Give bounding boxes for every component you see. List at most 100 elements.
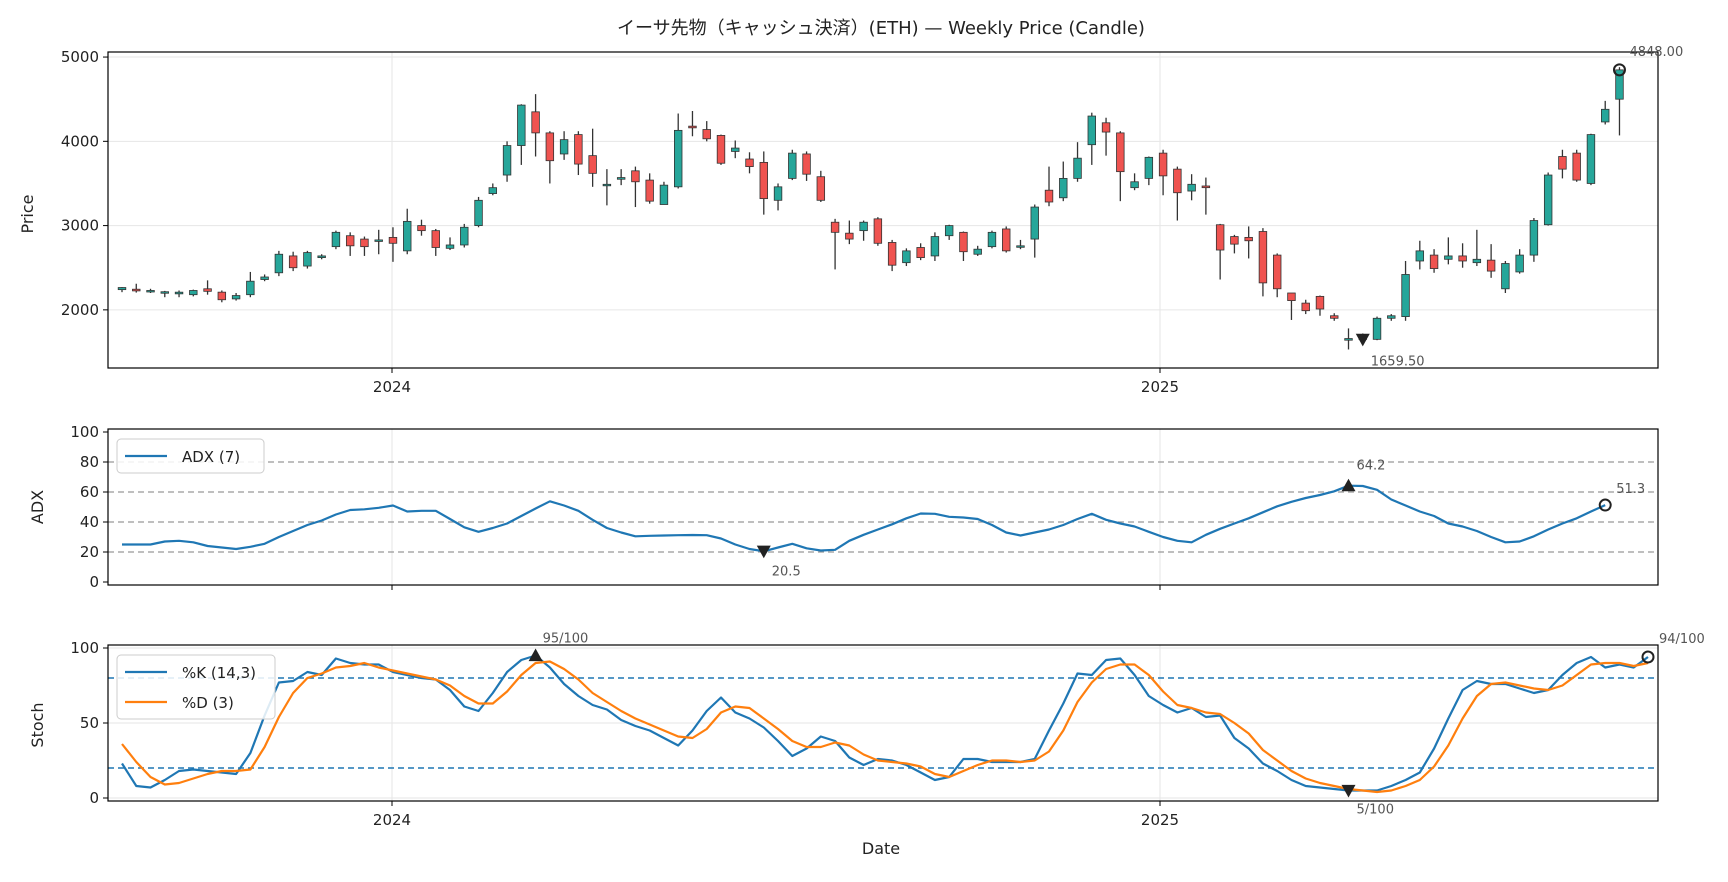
candle-body-7 <box>218 292 226 300</box>
candle-body-11 <box>275 254 283 273</box>
candle-body-16 <box>346 236 354 246</box>
candle-body-5 <box>190 290 198 294</box>
adx-ytick-label-0: 0 <box>89 573 99 591</box>
candle-body-25 <box>475 200 483 225</box>
candle-body-69 <box>1102 123 1110 132</box>
candle-body-30 <box>546 133 554 161</box>
stoch-legend-label-k: %K (14,3) <box>182 664 256 682</box>
adx-line <box>122 486 1605 552</box>
price-ytick-label-0: 2000 <box>61 301 99 319</box>
candle-body-78 <box>1231 237 1239 245</box>
x-axis-label: Date <box>862 839 900 858</box>
adx-min-annotation: 20.5 <box>772 564 801 579</box>
candle-body-29 <box>532 112 540 133</box>
candle-body-20 <box>403 221 411 250</box>
candle-body-41 <box>703 130 711 139</box>
candle-body-15 <box>332 232 340 246</box>
candle-body-53 <box>874 219 882 243</box>
candle-body-98 <box>1516 255 1524 272</box>
stoch-xtick-label-1: 2025 <box>1141 811 1179 829</box>
candle-body-42 <box>717 135 725 163</box>
candle-body-45 <box>760 162 768 198</box>
stoch-ytick-label-1: 50 <box>80 714 99 732</box>
price-y-axis-label: Price <box>18 194 37 233</box>
price-min-annotation: 1659.50 <box>1371 354 1425 369</box>
candle-body-46 <box>774 187 782 200</box>
price-frame <box>108 52 1658 368</box>
candle-body-43 <box>731 148 739 151</box>
candle-body-18 <box>375 240 383 242</box>
adx-y-axis-label: ADX <box>28 490 47 524</box>
price-min-marker <box>1356 334 1370 347</box>
candle-body-65 <box>1045 190 1053 202</box>
candle-body-70 <box>1117 133 1125 172</box>
candle-body-47 <box>788 153 796 178</box>
adx-ytick-label-5: 100 <box>70 423 99 441</box>
candle-body-101 <box>1559 156 1567 169</box>
candle-body-68 <box>1088 116 1096 145</box>
candle-body-10 <box>261 277 269 280</box>
candle-body-22 <box>432 231 440 248</box>
chart-title: イーサ先物（キャッシュ決済）(ETH) — Weekly Price (Cand… <box>617 18 1145 39</box>
price-xtick-label-0: 2024 <box>373 378 411 396</box>
candle-body-12 <box>289 256 297 268</box>
candle-body-99 <box>1530 221 1538 256</box>
candle-body-48 <box>803 154 811 174</box>
stoch-ytick-label-0: 0 <box>89 789 99 807</box>
candle-body-83 <box>1302 303 1310 311</box>
candle-body-88 <box>1373 318 1381 339</box>
candle-body-26 <box>489 188 497 194</box>
candle-body-1 <box>132 289 140 291</box>
candle-body-72 <box>1145 157 1153 178</box>
candle-body-4 <box>175 292 183 294</box>
stoch-y-axis-label: Stoch <box>28 702 47 747</box>
candle-body-67 <box>1074 158 1082 178</box>
candle-body-49 <box>817 177 825 201</box>
candle-body-38 <box>660 185 668 204</box>
adx-ytick-label-1: 20 <box>80 543 99 561</box>
candle-body-75 <box>1188 184 1196 191</box>
stoch-last-annotation: 94/100 <box>1659 632 1705 647</box>
candle-body-74 <box>1174 169 1182 193</box>
price-ytick-label-1: 3000 <box>61 217 99 235</box>
candle-body-63 <box>1017 246 1025 248</box>
candle-body-54 <box>888 242 896 265</box>
candle-body-71 <box>1131 182 1139 188</box>
candle-body-40 <box>689 126 697 128</box>
candle-body-55 <box>903 251 911 263</box>
candle-body-27 <box>503 146 511 175</box>
candle-body-60 <box>974 249 982 254</box>
candle-body-33 <box>589 156 597 174</box>
price-ytick-label-2: 4000 <box>61 132 99 150</box>
adx-ytick-label-3: 60 <box>80 483 99 501</box>
adx-legend-label: ADX (7) <box>182 448 240 466</box>
price-last-annotation: 4848.00 <box>1629 45 1683 60</box>
candle-body-92 <box>1430 255 1438 268</box>
candle-body-21 <box>418 226 426 231</box>
candle-body-95 <box>1473 259 1481 262</box>
candle-body-57 <box>931 237 939 256</box>
stoch-ytick-label-2: 100 <box>70 639 99 657</box>
candle-body-28 <box>518 105 526 145</box>
stoch-min-annotation: 5/100 <box>1357 803 1394 818</box>
stoch-panel: 0 50 100 2024 2025 Stoch 95/100 5/100 94/100 %K (… <box>28 632 1705 830</box>
candle-body-104 <box>1601 109 1609 122</box>
candle-body-37 <box>646 180 654 201</box>
candle-body-52 <box>860 222 868 230</box>
candle-body-77 <box>1216 225 1224 250</box>
adx-ytick-label-4: 80 <box>80 453 99 471</box>
adx-last-annotation: 51.3 <box>1616 482 1645 497</box>
adx-last-marker <box>1600 500 1611 511</box>
candle-body-97 <box>1502 264 1510 289</box>
candle-body-19 <box>389 237 397 243</box>
candle-body-86 <box>1345 339 1353 341</box>
candle-body-82 <box>1288 293 1296 301</box>
candle-body-31 <box>560 140 568 154</box>
adx-ytick-label-2: 40 <box>80 513 99 531</box>
candle-body-59 <box>960 232 968 251</box>
candle-body-6 <box>204 289 212 292</box>
price-panel: 2000 3000 4000 5000 2024 2025 Price 4848.00 1659… <box>18 45 1683 396</box>
candle-body-102 <box>1573 153 1581 180</box>
stoch-max-annotation: 95/100 <box>543 632 589 647</box>
